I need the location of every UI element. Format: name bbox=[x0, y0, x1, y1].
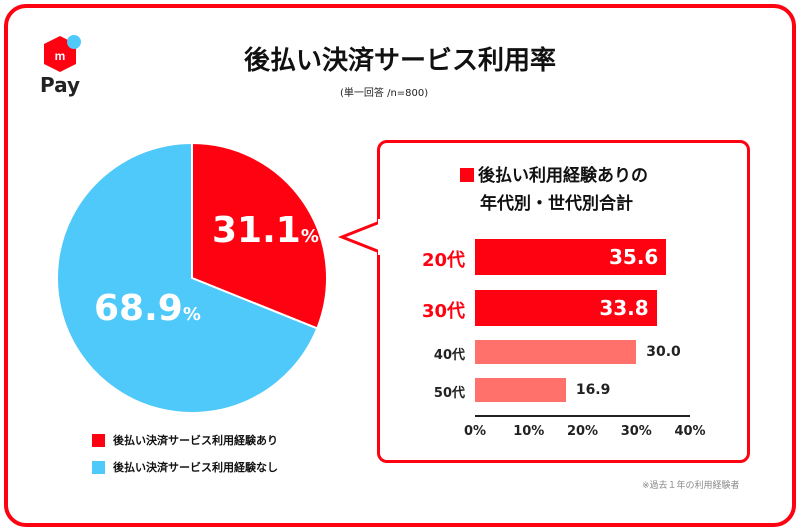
legend-item-yes: 後払い決済サービス利用経験あり bbox=[92, 432, 278, 448]
pie-slice-1 bbox=[56, 141, 319, 414]
category-label: 40代 bbox=[433, 348, 465, 363]
card-frame bbox=[4, 4, 796, 527]
category-label: 20代 bbox=[421, 250, 465, 271]
logo-text: Pay bbox=[40, 73, 81, 97]
legend-item-no: 後払い決済サービス利用経験なし bbox=[92, 459, 278, 475]
bar-value-label: 16.9 bbox=[575, 382, 611, 398]
bar-value-label: 35.6 bbox=[608, 245, 659, 269]
x-tick-label: 20% bbox=[566, 424, 599, 439]
pie-slice-0 bbox=[191, 141, 328, 330]
merpay-logo-icon: m bbox=[44, 35, 81, 72]
bar-value-label: 33.8 bbox=[599, 296, 649, 320]
footnote: ※過去１年の利用経験者 bbox=[642, 481, 740, 491]
x-tick-label: 40% bbox=[674, 424, 706, 439]
page-title: 後払い決済サービス利用率 bbox=[243, 46, 556, 76]
pie-label-no: 68.9% bbox=[94, 288, 201, 329]
page-subtitle: (単一回答 /n=800) bbox=[340, 88, 429, 99]
red-square-icon bbox=[460, 168, 474, 182]
bar-0 bbox=[475, 239, 667, 275]
bar-2 bbox=[475, 340, 637, 364]
bar-chart-title: 後払い利用経験ありの 年代別・世代別合計 bbox=[460, 162, 648, 218]
legend-label: 後払い決済サービス利用経験なし bbox=[113, 461, 278, 474]
category-label: 50代 bbox=[433, 386, 465, 401]
x-axis-line bbox=[475, 415, 690, 417]
x-tick-label: 0% bbox=[463, 424, 487, 439]
legend-label: 後払い決済サービス利用経験あり bbox=[113, 434, 278, 447]
x-tick-label: 30% bbox=[620, 424, 652, 439]
bar-value-label: 30.0 bbox=[646, 344, 681, 360]
legend-swatch-red bbox=[92, 433, 105, 447]
bar-1 bbox=[475, 290, 657, 326]
x-tick-label: 10% bbox=[513, 424, 545, 439]
legend-swatch-blue bbox=[92, 460, 105, 474]
svg-text:m: m bbox=[55, 49, 66, 63]
pie-label-yes: 31.1% bbox=[212, 210, 319, 251]
category-label: 30代 bbox=[421, 301, 465, 322]
callout-pointer bbox=[337, 219, 384, 255]
bar-3 bbox=[475, 378, 566, 402]
